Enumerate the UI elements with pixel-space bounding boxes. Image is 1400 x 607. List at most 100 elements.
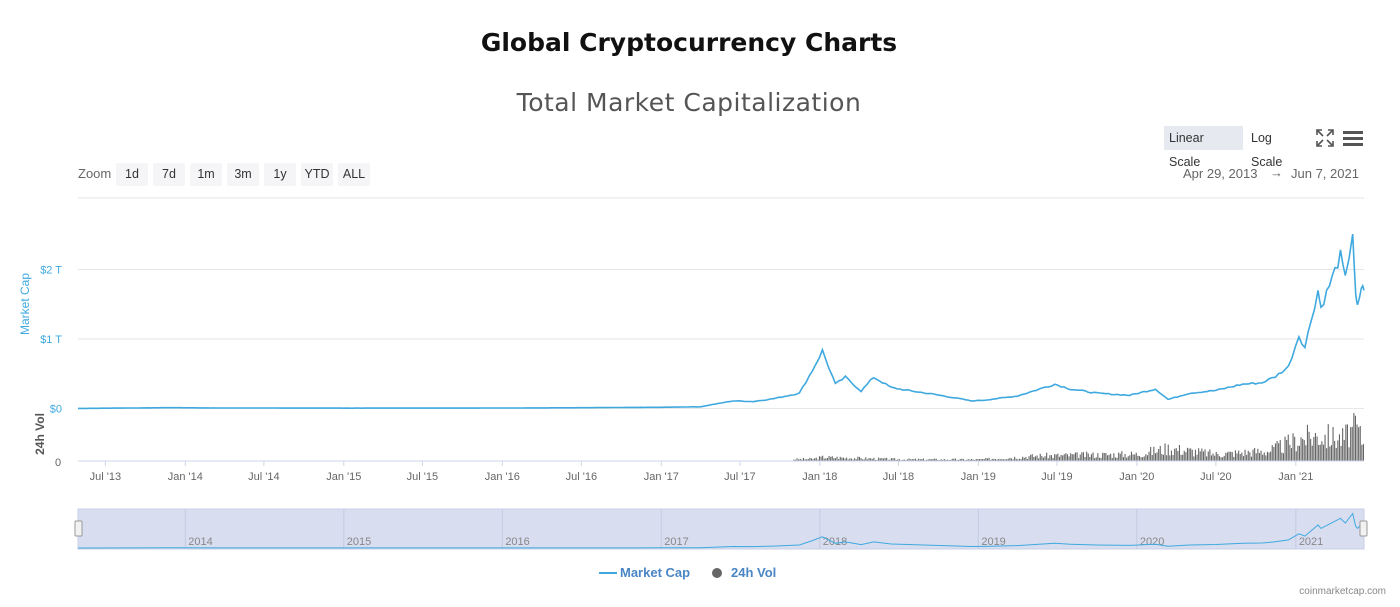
- volume-bar: [1212, 453, 1214, 461]
- volume-bar: [1310, 438, 1312, 461]
- volume-bar: [807, 459, 809, 461]
- grid-lines: [78, 197, 1364, 409]
- zoom-3m-button[interactable]: 3m: [227, 163, 259, 186]
- volume-bar: [996, 459, 998, 461]
- volume-bar: [942, 459, 944, 461]
- volume-bar: [1191, 449, 1193, 461]
- volume-bar: [1052, 457, 1054, 461]
- volume-bar: [951, 458, 953, 461]
- volume-bar: [846, 457, 848, 461]
- fullscreen-icon[interactable]: [1314, 127, 1336, 149]
- volume-bar: [1110, 453, 1112, 461]
- volume-bar: [1175, 448, 1177, 461]
- navigator-year-label: 2019: [981, 536, 1005, 548]
- range-arrow: →: [1270, 165, 1283, 180]
- volume-bar: [1182, 454, 1184, 461]
- log-scale-button[interactable]: Log Scale: [1251, 131, 1283, 169]
- volume-bar: [999, 459, 1001, 461]
- volume-bar: [966, 459, 968, 461]
- credit-link[interactable]: coinmarketcap.com: [1299, 586, 1386, 597]
- volume-bar: [926, 459, 928, 461]
- volume-bar: [1350, 427, 1352, 461]
- volume-bar: [1239, 454, 1241, 461]
- zoom-1m-button[interactable]: 1m: [190, 163, 222, 186]
- volume-bar: [1172, 455, 1174, 461]
- volume-bar: [1167, 444, 1169, 461]
- volume-bar: [1316, 436, 1318, 461]
- volume-bar: [954, 458, 956, 461]
- volume-bar: [1335, 448, 1337, 461]
- zoom-1y-button[interactable]: 1y: [264, 163, 296, 186]
- volume-bar: [1258, 453, 1260, 461]
- range-to-input[interactable]: Jun 7, 2021: [1291, 166, 1359, 181]
- volume-bar: [1036, 455, 1038, 461]
- volume-bar: [1321, 441, 1323, 461]
- volume-bar: [1169, 455, 1171, 461]
- volume-bar: [1108, 454, 1110, 461]
- volume-bar: [802, 458, 804, 461]
- linear-scale-button[interactable]: Linear Scale: [1164, 126, 1243, 169]
- zoom-all-button[interactable]: ALL: [338, 163, 370, 186]
- volume-bar: [1089, 456, 1091, 461]
- volume-bar: [1050, 455, 1052, 461]
- volume-bar: [1174, 448, 1176, 461]
- volume-bar: [1060, 454, 1062, 461]
- volume-bar: [804, 459, 806, 461]
- volume-bar: [1094, 458, 1096, 461]
- volume-bar: [1199, 451, 1201, 461]
- volume-bar: [1327, 424, 1329, 461]
- zoom-ytd-button[interactable]: YTD: [301, 163, 333, 186]
- volume-bar: [1071, 454, 1073, 461]
- volume-bar: [1358, 427, 1360, 461]
- volume-bar: [1102, 452, 1104, 461]
- volume-bar: [1004, 459, 1006, 461]
- volume-bar: [1201, 448, 1203, 461]
- volume-bar: [934, 458, 936, 461]
- volume-bar: [834, 458, 836, 461]
- volume-bar: [1306, 424, 1308, 461]
- hamburger-menu-icon[interactable]: [1341, 127, 1365, 149]
- volume-bar: [881, 458, 883, 461]
- volume-bar: [1148, 451, 1150, 461]
- volume-bar: [918, 458, 920, 461]
- volume-bar: [932, 459, 934, 461]
- legend-volume-icon: [712, 568, 722, 578]
- volume-bar: [1246, 454, 1248, 461]
- volume-bar: [874, 459, 876, 461]
- range-from-input[interactable]: Apr 29, 2013: [1183, 166, 1258, 181]
- volume-bar: [1143, 456, 1145, 461]
- volume-bar: [798, 459, 800, 461]
- volume-bar: [817, 459, 819, 461]
- volume-bar: [946, 459, 948, 461]
- volume-bar: [1271, 445, 1273, 461]
- navigator-right-handle[interactable]: [1359, 520, 1368, 537]
- volume-bar: [943, 459, 945, 461]
- market-cap-chart: $0$1 T$2 T Market Cap 24h Vol 0 Jul '13 J…: [18, 197, 1368, 550]
- volume-bar: [860, 458, 862, 461]
- volume-bar: [1084, 457, 1086, 461]
- volume-bar: [1214, 455, 1216, 461]
- volume-bar: [1106, 455, 1108, 461]
- navigator-mask[interactable]: [77, 508, 1365, 550]
- volume-bar: [1119, 453, 1121, 461]
- navigator-year-label: 2021: [1299, 536, 1323, 548]
- volume-bar: [953, 458, 955, 461]
- x-tick-label: Jul '15: [407, 471, 438, 483]
- y-tick-label: $0: [50, 404, 62, 416]
- volume-bar: [1281, 452, 1283, 461]
- volume-bar: [1023, 457, 1025, 461]
- navigator-left-handle[interactable]: [74, 520, 83, 537]
- volume-bar: [1058, 456, 1060, 461]
- legend-market-cap[interactable]: Market Cap: [620, 565, 691, 580]
- volume-bar: [806, 459, 808, 461]
- volume-bar: [1034, 456, 1036, 461]
- legend-volume[interactable]: 24h Vol: [731, 565, 777, 580]
- page-title: Global Cryptocurrency Charts: [480, 28, 898, 57]
- volume-bar: [862, 459, 864, 461]
- volume-bar: [969, 459, 971, 461]
- zoom-7d-button[interactable]: 7d: [153, 163, 185, 186]
- volume-bar: [1081, 452, 1083, 461]
- zoom-1d-button[interactable]: 1d: [116, 163, 148, 186]
- volume-bar: [935, 458, 937, 461]
- volume-bar: [1255, 453, 1257, 461]
